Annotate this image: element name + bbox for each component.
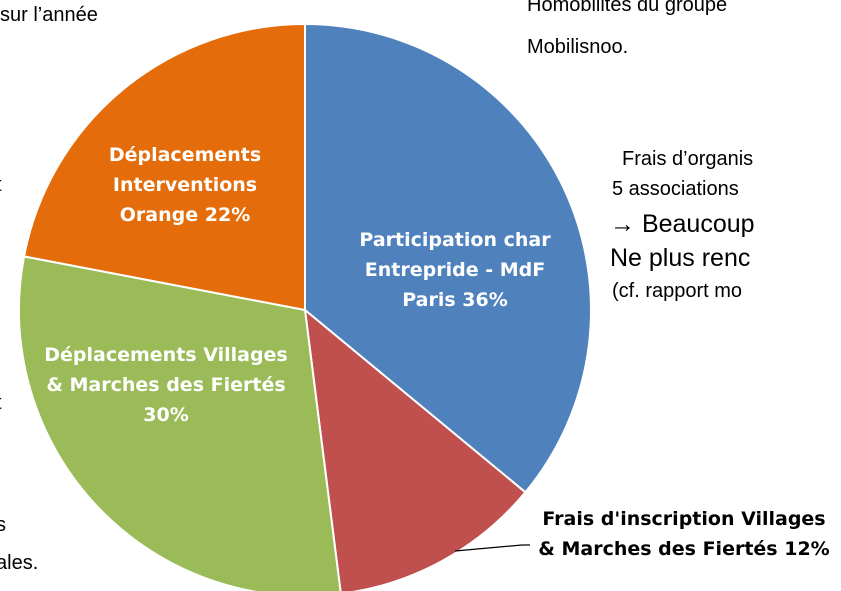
data-label: Participation char Entrepride - MdF Pari… [335, 225, 575, 315]
label-category: Déplacements Interventions Orange [108, 144, 262, 226]
data-label: Déplacements Interventions Orange 22% [85, 140, 285, 230]
label-category: Frais d'inscription Villages & Marches d… [538, 508, 826, 560]
slide-text: (cf. rapport mo [612, 280, 743, 302]
label-value: 12% [784, 538, 830, 560]
slide-text: t [0, 392, 2, 415]
slide-text: Homobilités du groupe [527, 0, 728, 16]
pie-slice [18, 255, 342, 591]
label-category: Participation char Entrepride - MdF Pari… [359, 229, 551, 311]
slide-text: 5 associations [612, 178, 739, 200]
label-value: 22% [204, 204, 251, 226]
slide-text: Frais d’organis [622, 148, 754, 170]
label-value: 30% [143, 404, 189, 426]
slide-text: Ne plus renc [610, 244, 751, 272]
pie-slice [304, 22, 592, 494]
data-label: Déplacements Villages & Marches des Fier… [36, 340, 296, 430]
slide-text: t [0, 174, 2, 197]
pie-slice [22, 22, 306, 312]
label-value: 36% [462, 289, 508, 311]
leader-line [454, 544, 530, 552]
slide-text: Mobilisnoo. [527, 36, 629, 58]
label-category: Déplacements Villages & Marches des Fier… [44, 344, 288, 396]
data-label: Frais d'inscription Villages & Marches d… [534, 504, 834, 564]
slide-text: → Beaucoup [610, 210, 755, 238]
slide-text: sur l’année [0, 4, 98, 26]
slide-text: s [0, 514, 6, 536]
slide-text: ales. [0, 552, 39, 574]
